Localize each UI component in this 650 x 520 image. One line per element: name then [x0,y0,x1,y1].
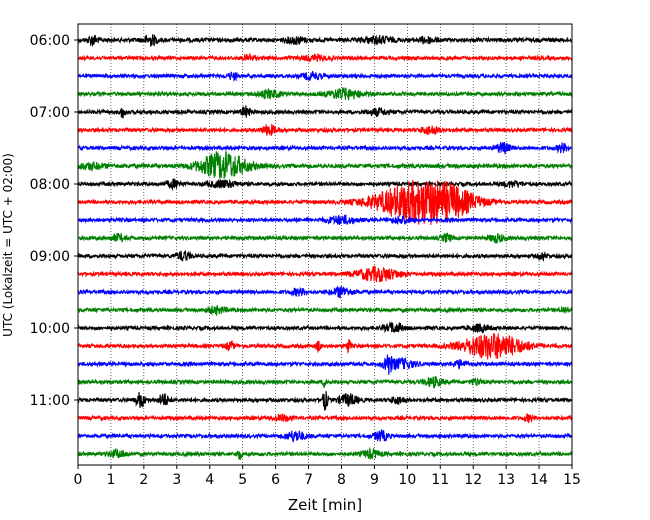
trace-0745 [77,150,573,179]
x-tick-label: 12 [464,472,482,488]
trace-0845 [77,232,573,244]
x-tick-label: 15 [563,472,581,488]
y-tick-label: 07:00 [30,105,70,121]
trace-0930 [77,285,573,299]
trace-1130 [77,429,573,443]
trace-0600 [77,34,573,48]
y-axis: 06:00 07:00 08:00 09:00 10:00 11:00 [30,33,78,409]
trace-0915 [77,265,573,283]
trace-0700 [77,105,573,119]
x-tick-label: 5 [238,472,247,488]
x-tick-label: 10 [398,472,416,488]
trace-0900 [77,250,573,262]
x-axis-label: Zeit [min] [288,496,362,514]
trace-0800 [77,178,573,191]
trace-1100 [77,391,573,411]
x-tick-label: 6 [271,472,280,488]
x-tick-label: 1 [106,472,115,488]
x-tick-label: 2 [139,472,148,488]
trace-0715 [77,123,573,137]
trace-1145 [77,446,573,461]
trace-0830 [77,213,573,226]
trace-1000 [77,321,573,335]
trace-group [77,34,573,461]
trace-1015 [77,333,573,360]
y-tick-label: 08:00 [30,177,70,193]
x-tick-label: 13 [497,472,515,488]
trace-0645 [77,87,573,101]
trace-1030 [77,354,573,375]
trace-0615 [77,52,573,64]
x-tick-label: 8 [337,472,346,488]
y-tick-label: 11:00 [30,393,70,409]
trace-0630 [77,70,573,82]
x-axis: 0 1 2 3 4 5 6 7 8 9 10 11 12 13 14 15 [74,465,581,488]
x-tick-label: 11 [431,472,449,488]
trace-0730 [77,141,573,155]
x-tick-label: 0 [74,472,83,488]
x-tick-label: 4 [205,472,214,488]
plot-frame [77,23,573,466]
trace-1045 [77,376,573,389]
trace-0945 [77,304,573,317]
x-tick-label: 3 [172,472,181,488]
trace-0815 [77,179,573,225]
x-tick-label: 9 [370,472,379,488]
y-axis-label: UTC (Lokalzeit = UTC + 02:00) [1,153,15,337]
y-tick-label: 10:00 [30,321,70,337]
y-tick-label: 06:00 [30,33,70,49]
y-tick-label: 09:00 [30,249,70,265]
x-tick-label: 7 [304,472,313,488]
trace-1115 [77,413,573,424]
x-tick-label: 14 [530,472,548,488]
